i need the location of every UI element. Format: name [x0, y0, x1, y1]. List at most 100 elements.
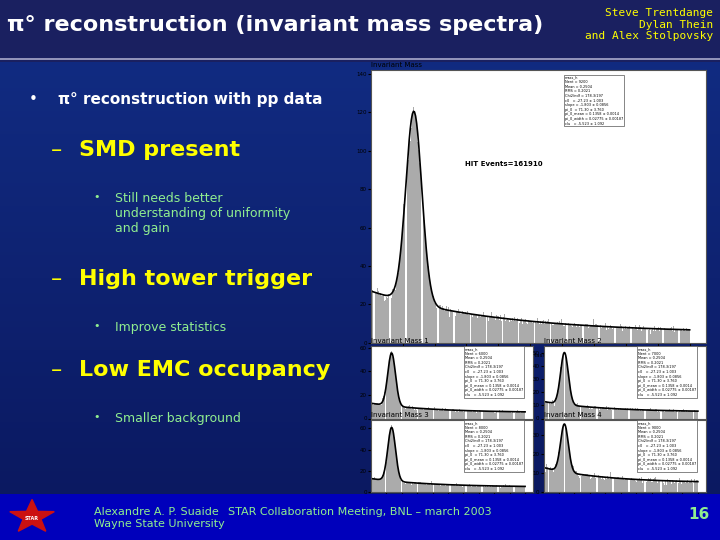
- Bar: [0, 448, 720, 451]
- Bar: [559, 321, 560, 343]
- Bar: [378, 291, 379, 343]
- Bar: [432, 294, 433, 343]
- Bar: [633, 329, 634, 343]
- Text: mass_h
Nent = 8000
Mean = 0.2504
RMS = 0.2021
Chi2/ndf = 178.3/197
c0   = -27.23: mass_h Nent = 8000 Mean = 0.2504 RMS = 0…: [465, 421, 523, 471]
- Bar: [511, 321, 512, 343]
- Bar: [527, 323, 528, 343]
- Bar: [415, 117, 416, 343]
- Bar: [458, 308, 459, 343]
- Bar: [686, 328, 687, 343]
- Bar: [0, 370, 720, 373]
- Bar: [594, 325, 595, 343]
- Bar: [0, 192, 720, 194]
- Bar: [676, 328, 678, 343]
- Bar: [485, 315, 487, 343]
- Bar: [436, 308, 437, 343]
- Bar: [653, 330, 654, 343]
- Text: –: –: [50, 360, 62, 380]
- Bar: [450, 309, 451, 343]
- Bar: [560, 324, 561, 343]
- Bar: [0, 362, 720, 364]
- Bar: [395, 290, 396, 343]
- Text: Invariant Mass 4: Invariant Mass 4: [544, 412, 601, 418]
- Bar: [600, 328, 602, 343]
- Bar: [496, 315, 497, 343]
- Bar: [516, 321, 518, 343]
- Bar: [0, 123, 720, 125]
- Bar: [668, 330, 669, 343]
- Bar: [0, 114, 720, 117]
- Bar: [0, 62, 720, 65]
- Bar: [567, 323, 569, 343]
- Bar: [0, 91, 720, 94]
- X-axis label: Invariant Mass (GeV/c2): Invariant Mass (GeV/c2): [419, 429, 485, 434]
- Bar: [505, 320, 507, 343]
- Bar: [0, 480, 720, 483]
- Text: –: –: [50, 269, 62, 289]
- Bar: [580, 325, 581, 343]
- Bar: [587, 324, 588, 343]
- Bar: [0, 353, 720, 356]
- Bar: [374, 293, 376, 343]
- Bar: [482, 315, 483, 343]
- Bar: [0, 200, 720, 203]
- Bar: [591, 325, 592, 343]
- Bar: [0, 140, 720, 143]
- Bar: [564, 326, 565, 343]
- Bar: [616, 327, 618, 343]
- Bar: [465, 312, 466, 343]
- Bar: [0, 129, 720, 131]
- Bar: [634, 329, 635, 343]
- Bar: [0, 198, 720, 200]
- Bar: [0, 249, 720, 252]
- Bar: [0, 194, 720, 198]
- Bar: [0, 77, 720, 79]
- Bar: [654, 326, 655, 343]
- Bar: [0, 215, 720, 218]
- Bar: [578, 325, 579, 343]
- Bar: [0, 295, 720, 298]
- Bar: [561, 319, 562, 343]
- Bar: [510, 319, 511, 343]
- Bar: [0, 151, 720, 154]
- Bar: [382, 296, 383, 343]
- Bar: [0, 226, 720, 229]
- Bar: [498, 316, 499, 343]
- X-axis label: Invariant Mass (GeV/c2): Invariant Mass (GeV/c2): [592, 503, 657, 508]
- Bar: [642, 329, 643, 343]
- Bar: [541, 324, 542, 343]
- Bar: [469, 315, 470, 343]
- Bar: [381, 296, 382, 343]
- Bar: [0, 82, 720, 85]
- Bar: [0, 275, 720, 278]
- Bar: [0, 477, 720, 480]
- Bar: [557, 322, 558, 343]
- Bar: [494, 318, 495, 343]
- Bar: [608, 329, 609, 343]
- Text: Alexandre A. P. Suaide
Wayne State University: Alexandre A. P. Suaide Wayne State Unive…: [94, 507, 225, 529]
- Bar: [563, 326, 564, 343]
- Bar: [0, 307, 720, 310]
- Bar: [0, 284, 720, 287]
- Bar: [0, 440, 720, 442]
- Bar: [0, 483, 720, 485]
- Bar: [0, 146, 720, 148]
- Bar: [0, 88, 720, 91]
- Bar: [565, 323, 567, 343]
- Bar: [0, 99, 720, 103]
- Bar: [411, 128, 412, 343]
- Bar: [0, 157, 720, 160]
- Text: •: •: [29, 92, 37, 107]
- Bar: [0, 220, 720, 224]
- Bar: [684, 329, 685, 343]
- Text: Steve Trentdange
Dylan Thein
and Alex Stolpovsky: Steve Trentdange Dylan Thein and Alex St…: [585, 8, 713, 42]
- Bar: [0, 327, 720, 330]
- Bar: [416, 125, 417, 343]
- Bar: [429, 275, 430, 343]
- Bar: [0, 281, 720, 284]
- Bar: [556, 323, 557, 343]
- Bar: [549, 323, 550, 343]
- Bar: [0, 471, 720, 474]
- Bar: [0, 491, 720, 494]
- Bar: [491, 312, 492, 343]
